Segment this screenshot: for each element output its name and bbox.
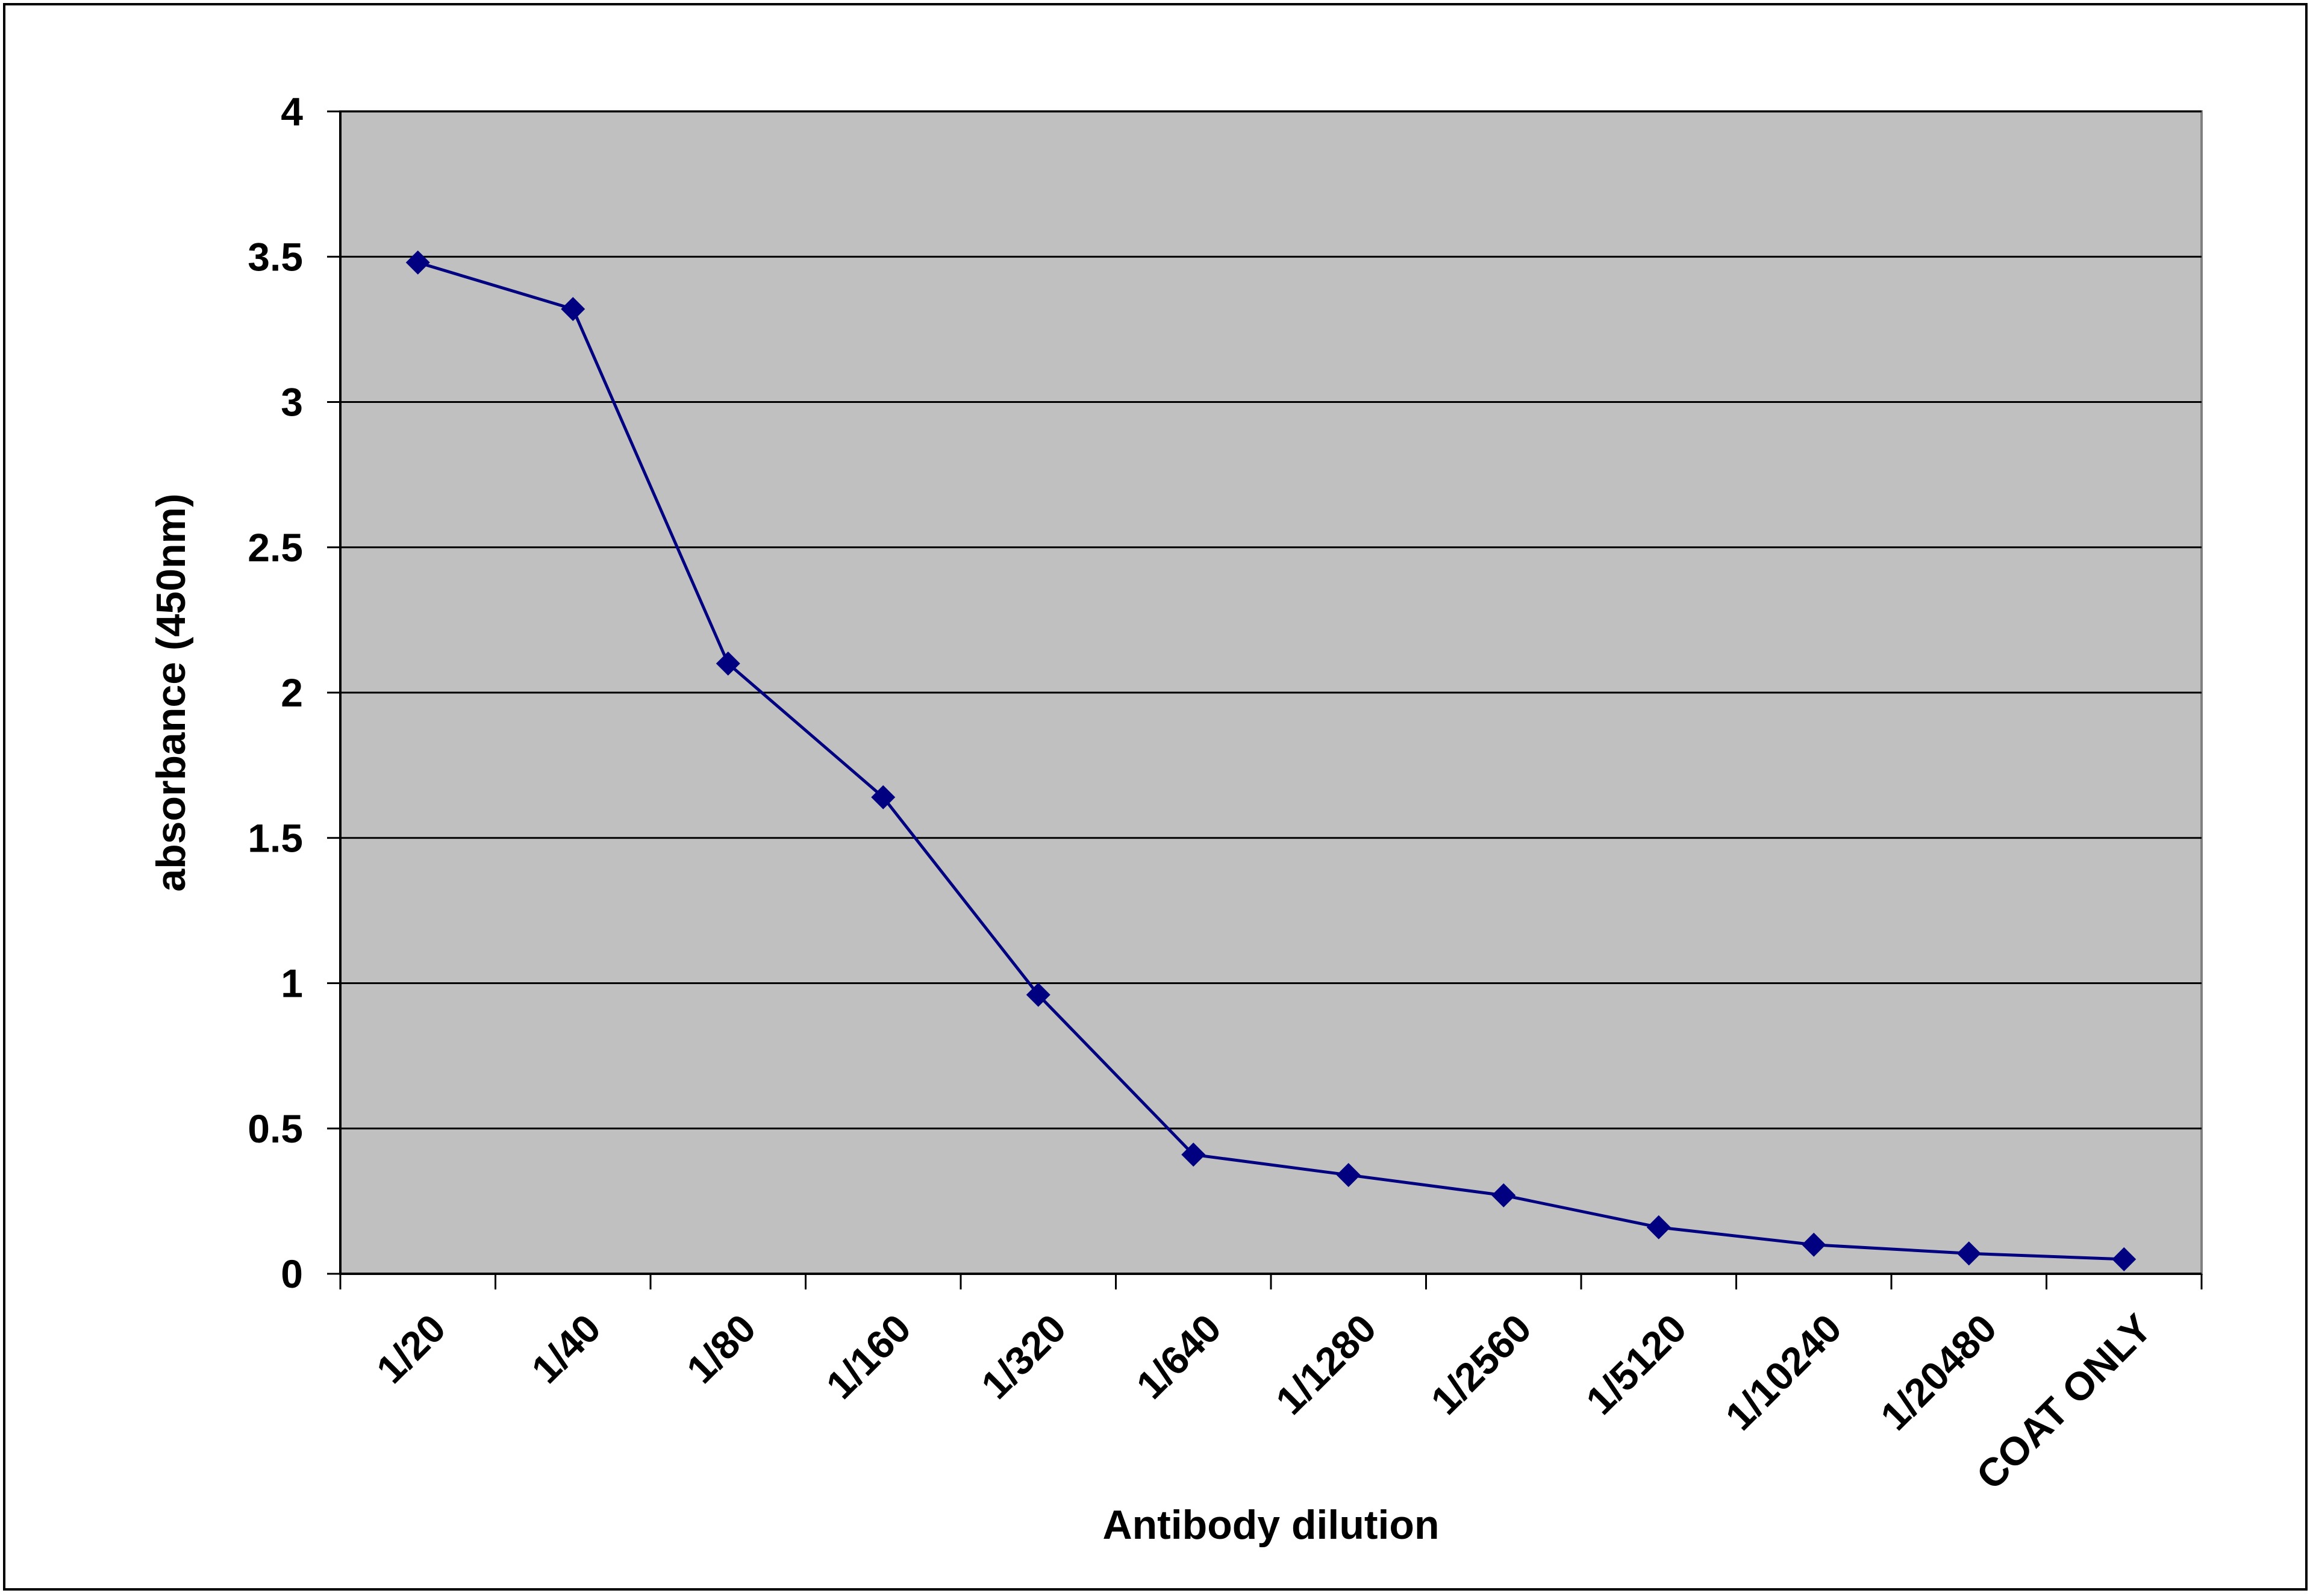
data-point (1956, 1241, 1981, 1266)
x-tick-label: 1/40 (523, 1306, 609, 1392)
data-point (561, 297, 585, 322)
gridlines (327, 110, 2202, 1275)
data-point (1802, 1232, 1826, 1257)
y-tick-label: 2 (281, 670, 303, 715)
x-tick-label: 1/2560 (1422, 1306, 1540, 1423)
x-tick-label: 1/5120 (1578, 1306, 1695, 1423)
y-tick-label: 1 (281, 961, 303, 1006)
y-tick-label: 0.5 (248, 1106, 303, 1151)
y-axis-title: absorbance (450nm) (148, 493, 194, 891)
x-tick-labels: 1/20 1/40 1/80 1/160 1/320 1/640 1/1280 1/2560 1… (367, 1306, 2160, 1498)
x-tick-label: 1/20 (367, 1306, 454, 1392)
y-tick-label: 3.5 (248, 234, 303, 279)
y-tick-label: 2.5 (248, 525, 303, 570)
data-point (2112, 1247, 2137, 1271)
x-tick-label: 1/10240 (1717, 1306, 1850, 1439)
data-point (1336, 1162, 1361, 1187)
axes (339, 111, 2203, 1289)
x-tick-label: 1/20480 (1872, 1306, 2005, 1439)
y-tick-labels: 0 0.5 1 1.5 2 2.5 3 3.5 4 (248, 89, 303, 1296)
data-point (1026, 982, 1050, 1007)
x-tick-label: 1/1280 (1267, 1306, 1385, 1423)
data-point (1491, 1183, 1516, 1208)
x-axis-title: Antibody dilution (1103, 1502, 1440, 1548)
data-point (1646, 1215, 1671, 1239)
data-point (405, 250, 430, 275)
data-point (871, 785, 896, 809)
y-tick-label: 1.5 (248, 815, 303, 860)
data-point (716, 651, 740, 676)
data-point (1181, 1142, 1206, 1167)
x-tick-label: 1/80 (678, 1306, 764, 1392)
y-tick-label: 3 (281, 380, 303, 425)
x-tick-label: 1/640 (1128, 1306, 1229, 1407)
y-tick-label: 4 (281, 89, 303, 134)
series-line (417, 261, 2124, 1261)
series-group (405, 250, 2137, 1271)
x-tick-label: 1/160 (817, 1306, 919, 1407)
y-tick-label: 0 (281, 1252, 303, 1296)
x-tick-label: 1/320 (973, 1306, 1075, 1407)
